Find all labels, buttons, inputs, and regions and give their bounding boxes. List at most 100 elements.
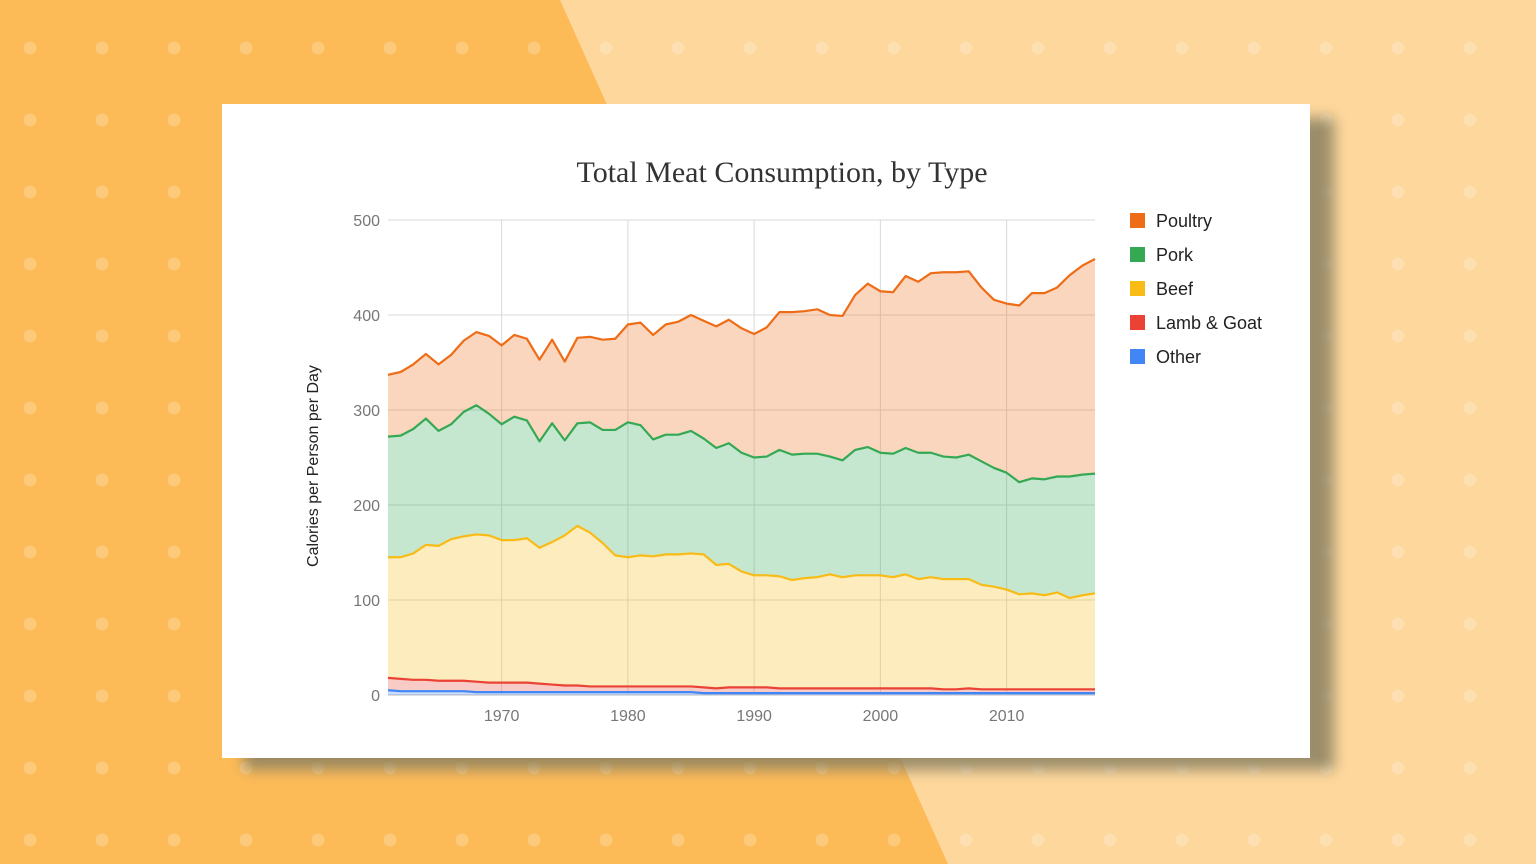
background-dot xyxy=(743,833,757,847)
background-dot xyxy=(167,329,181,343)
background-dot xyxy=(1463,617,1477,631)
background-dot xyxy=(1391,833,1405,847)
background-dot xyxy=(815,41,829,55)
legend-label-poultry: Poultry xyxy=(1156,211,1212,231)
line-pork xyxy=(387,404,1096,484)
background-dot xyxy=(23,689,37,703)
background-dot xyxy=(1391,185,1405,199)
legend: Poultry Pork Beef Lamb & Goat Other xyxy=(1130,211,1262,367)
background-dot xyxy=(1103,833,1117,847)
background-dot xyxy=(383,833,397,847)
background-dot xyxy=(167,833,181,847)
background-dot xyxy=(527,833,541,847)
background-dot xyxy=(1391,761,1405,775)
background-dot xyxy=(23,473,37,487)
legend-swatch-beef xyxy=(1130,281,1145,296)
background-dot xyxy=(95,689,109,703)
area-beef xyxy=(388,525,1095,690)
line-poultry xyxy=(387,257,1096,376)
background-dot xyxy=(95,41,109,55)
background-dot xyxy=(95,617,109,631)
background-dot xyxy=(95,113,109,127)
background-dot xyxy=(599,41,613,55)
background-dot xyxy=(1463,833,1477,847)
background-dot xyxy=(599,833,613,847)
background-dot xyxy=(1247,833,1261,847)
background-dot xyxy=(1319,41,1333,55)
background-dot xyxy=(239,41,253,55)
background-dot xyxy=(311,833,325,847)
y-tick-label: 100 xyxy=(353,593,380,610)
background-dot xyxy=(167,545,181,559)
background-dot xyxy=(95,545,109,559)
background-dot xyxy=(23,761,37,775)
background-dot xyxy=(455,41,469,55)
background-dot xyxy=(1391,41,1405,55)
background-dot xyxy=(1103,41,1117,55)
background-dot xyxy=(959,833,973,847)
background-dot xyxy=(1391,329,1405,343)
background-dot xyxy=(167,113,181,127)
background-dot xyxy=(959,41,973,55)
background-dot xyxy=(1463,473,1477,487)
background-dot xyxy=(1391,689,1405,703)
background-dot xyxy=(1463,113,1477,127)
chart: Total Meat Consumption, by Type Calories… xyxy=(305,156,1262,725)
background-dot xyxy=(23,329,37,343)
legend-label-lamb-goat: Lamb & Goat xyxy=(1156,313,1262,333)
background-dot xyxy=(95,401,109,415)
background-dot xyxy=(1391,545,1405,559)
background-dot xyxy=(383,41,397,55)
background-dot xyxy=(167,41,181,55)
background-dot xyxy=(167,257,181,271)
y-tick-label: 200 xyxy=(353,498,380,515)
background-dot xyxy=(1031,41,1045,55)
background-dot xyxy=(95,257,109,271)
line-other xyxy=(387,689,1095,695)
background-dot xyxy=(455,833,469,847)
legend-swatch-poultry xyxy=(1130,213,1145,228)
background-dot xyxy=(1391,401,1405,415)
x-tick-label: 2000 xyxy=(863,708,899,725)
legend-label-pork: Pork xyxy=(1156,245,1194,265)
background-dot xyxy=(1463,401,1477,415)
background-dot xyxy=(95,185,109,199)
background-dot xyxy=(23,833,37,847)
background-dot xyxy=(167,473,181,487)
background-dot xyxy=(887,833,901,847)
line-lamb-goat xyxy=(387,676,1095,691)
background-dot xyxy=(1031,833,1045,847)
x-axis-ticks: 1970 1980 1990 2000 2010 xyxy=(484,708,1025,725)
y-tick-label: 0 xyxy=(371,688,380,705)
x-tick-label: 1980 xyxy=(610,708,646,725)
y-axis-ticks: 0 100 200 300 400 500 xyxy=(353,213,380,705)
background-dot xyxy=(1463,41,1477,55)
legend-label-beef: Beef xyxy=(1156,279,1194,299)
gridlines xyxy=(388,219,1095,696)
background-dot xyxy=(23,617,37,631)
background-dot xyxy=(167,761,181,775)
legend-label-other: Other xyxy=(1156,347,1201,367)
background-dot xyxy=(167,689,181,703)
background-dot xyxy=(239,833,253,847)
background-dot xyxy=(23,257,37,271)
chart-card: Total Meat Consumption, by Type Calories… xyxy=(222,104,1310,758)
background-dot xyxy=(1463,185,1477,199)
y-tick-label: 300 xyxy=(353,403,380,420)
background-dot xyxy=(95,761,109,775)
y-tick-label: 500 xyxy=(353,213,380,230)
background-dot xyxy=(1463,329,1477,343)
background-dot xyxy=(671,41,685,55)
legend-swatch-other xyxy=(1130,349,1145,364)
background-dot xyxy=(1391,113,1405,127)
y-tick-label: 400 xyxy=(353,308,380,325)
background-dot xyxy=(1247,41,1261,55)
background-dot xyxy=(95,329,109,343)
stacked-areas xyxy=(388,258,1095,695)
background-dot xyxy=(1391,473,1405,487)
background-dot xyxy=(1391,257,1405,271)
background-dot xyxy=(1319,833,1333,847)
background-dot xyxy=(815,833,829,847)
background-dot xyxy=(167,185,181,199)
background-dot xyxy=(95,473,109,487)
